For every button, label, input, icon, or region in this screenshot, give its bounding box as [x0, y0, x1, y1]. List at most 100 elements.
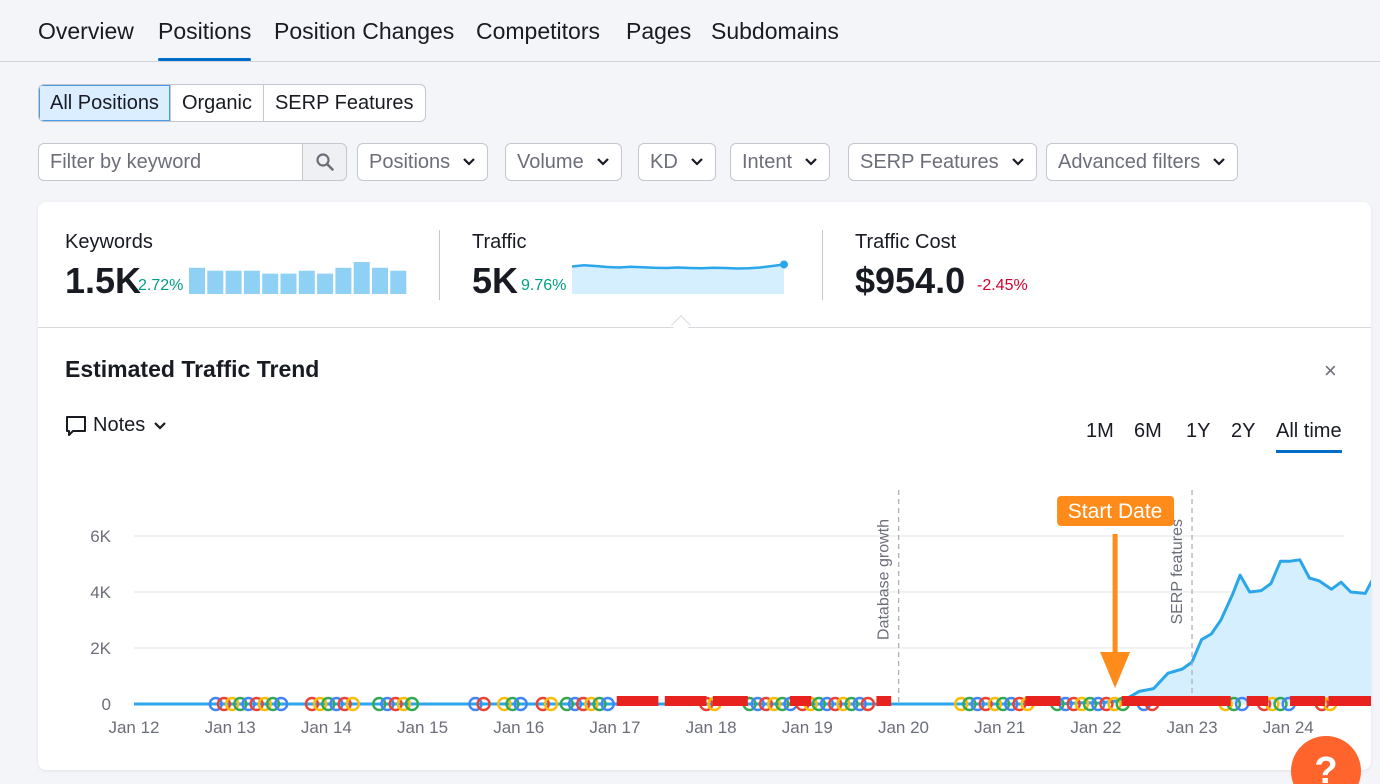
event-flag-marker [1335, 696, 1344, 711]
event-flag-marker [1182, 696, 1191, 711]
event-flag-marker [883, 696, 892, 711]
event-flag-marker [678, 696, 687, 711]
google-update-marker [1082, 696, 1098, 712]
google-update-marker [257, 696, 273, 712]
google-update-marker [600, 696, 615, 712]
segment-organic[interactable]: Organic [171, 85, 264, 121]
x-tick-label: Jan 12 [108, 718, 159, 737]
google-update-marker [1107, 696, 1122, 712]
google-update-marker [962, 696, 977, 712]
google-update-marker [216, 696, 232, 712]
notes-dropdown[interactable]: Notes [65, 414, 167, 437]
google-update-marker [819, 696, 835, 712]
google-update-marker [468, 696, 483, 712]
close-icon[interactable]: × [1324, 358, 1337, 383]
traffic-sparkline[interactable] [572, 260, 792, 294]
event-flag-marker [636, 696, 645, 711]
keywords-value: 1.5K [65, 260, 142, 301]
advanced-filters-dropdown[interactable]: Advanced filters [1046, 143, 1239, 181]
google-update-marker [852, 696, 867, 712]
traffic-cost-delta: -2.45% [977, 277, 1028, 294]
volume-filter-dropdown[interactable]: Volume [505, 143, 622, 181]
event-flag-marker [1025, 696, 1034, 711]
event-flag-marker [1246, 696, 1255, 711]
tab-subdomains[interactable]: Subdomains [711, 18, 839, 44]
event-flag-marker [698, 696, 707, 711]
google-update-marker [844, 696, 859, 712]
event-flag-marker [1215, 696, 1224, 711]
y-tick-label: 2K [90, 639, 111, 658]
event-flag-marker [1260, 696, 1269, 711]
google-update-marker [535, 696, 550, 712]
keywords-sparkbars[interactable] [189, 260, 407, 294]
traffic-trend-chart[interactable]: 0 2K 4K 6K Jan 12 Jan 13 Jan 14 Jan 15 Jan 16 Jan… [38, 202, 1371, 770]
traffic-label: Traffic [472, 231, 527, 253]
help-button[interactable]: ? [1291, 736, 1361, 784]
google-update-marker [978, 696, 993, 712]
tab-position-changes[interactable]: Position Changes [274, 18, 455, 44]
event-flag-marker [623, 696, 632, 711]
segment-serp-features[interactable]: SERP Features [274, 92, 414, 114]
keyword-spark-bar [207, 270, 224, 294]
google-update-marker [329, 696, 344, 712]
keyword-spark-bar [243, 270, 260, 294]
period-1m[interactable]: 1M [1086, 420, 1114, 442]
event-flag-marker [1155, 696, 1164, 711]
tab-positions[interactable]: Positions [158, 18, 252, 61]
search-button[interactable] [302, 143, 347, 181]
google-update-marker [505, 696, 520, 712]
period-all-time[interactable]: All time [1276, 420, 1342, 453]
google-update-marker [775, 696, 790, 712]
google-update-marker [567, 696, 583, 712]
start-date-badge [1057, 496, 1175, 526]
period-2y[interactable]: 2Y [1231, 420, 1256, 442]
traffic-spark-endpoint [780, 260, 788, 269]
chevron-down-icon [690, 157, 704, 167]
keyword-spark-bar [280, 273, 297, 294]
event-flag-marker [1045, 696, 1054, 711]
intent-filter-label: Intent [742, 150, 793, 173]
x-tick-label: Jan 17 [589, 718, 640, 737]
keywords-delta: 2.72% [138, 277, 184, 294]
google-update-marker [241, 696, 256, 712]
google-update-marker [497, 696, 512, 712]
event-flag-marker [1316, 696, 1325, 711]
tab-overview[interactable]: Overview [38, 18, 134, 44]
event-flag-marker [1310, 696, 1319, 711]
google-update-marker [811, 696, 827, 712]
keyword-filter-input[interactable] [38, 143, 304, 181]
serp-features-filter-dropdown[interactable]: SERP Features [848, 143, 1037, 181]
google-update-marker [543, 696, 559, 712]
trend-area [134, 559, 1371, 704]
event-flag-marker [1038, 696, 1047, 711]
google-update-marker [380, 696, 395, 712]
traffic-spark-line [572, 263, 785, 270]
intent-filter-dropdown[interactable]: Intent [730, 143, 831, 181]
kd-filter-dropdown[interactable]: KD [638, 143, 716, 181]
period-6m[interactable]: 6M [1134, 420, 1162, 442]
period-1y[interactable]: 1Y [1186, 420, 1211, 442]
event-flag-marker [789, 696, 798, 711]
event-flag-marker [1135, 696, 1144, 711]
metric-separator [822, 230, 823, 300]
positions-filter-dropdown[interactable]: Positions [357, 143, 489, 181]
google-update-marker [836, 696, 851, 712]
keyword-spark-bar [262, 273, 279, 294]
tab-pages[interactable]: Pages [626, 18, 692, 44]
google-update-marker [750, 696, 765, 712]
google-update-marker [273, 696, 289, 712]
metric-separator [439, 230, 440, 300]
segment-all-positions[interactable]: All Positions [39, 85, 171, 121]
event-flag-marker [616, 696, 625, 711]
traffic-value: 5K [472, 260, 519, 301]
x-tick-label: Jan 14 [301, 718, 352, 737]
event-flag-marker [1209, 696, 1218, 711]
metrics-card: Keywords 1.5K 2.72% Traffic 5K 9.76% Tra… [38, 202, 1371, 770]
event-flag-marker [1189, 696, 1198, 711]
y-tick-label: 6K [90, 527, 111, 546]
event-flag-marker [1328, 696, 1337, 711]
tab-competitors[interactable]: Competitors [476, 18, 600, 44]
google-update-marker [758, 696, 774, 712]
x-tick-label: Jan 18 [686, 718, 737, 737]
google-update-marker [1074, 696, 1090, 712]
